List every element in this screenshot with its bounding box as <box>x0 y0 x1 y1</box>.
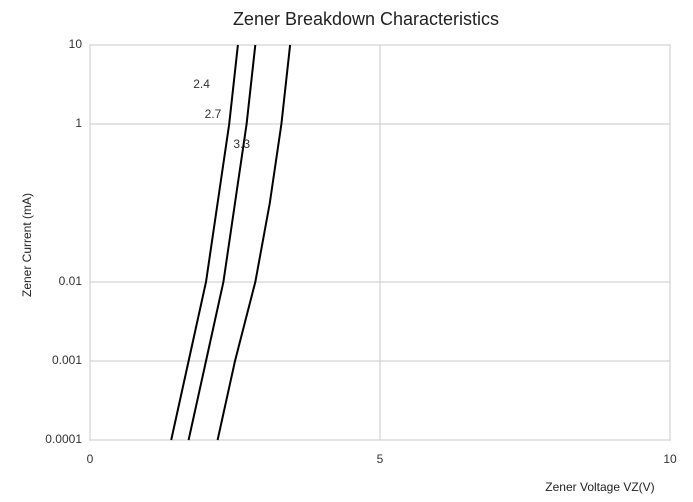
x-axis-label: Zener Voltage VZ(V) <box>545 480 654 494</box>
series-line <box>187 44 257 441</box>
y-tick-label: 1 <box>75 116 82 130</box>
series-line <box>216 44 292 441</box>
y-axis-label: Zener Current (mA) <box>20 193 34 297</box>
series-label: 2.4 <box>193 77 210 91</box>
chart-title: Zener Breakdown Characteristics <box>233 9 499 29</box>
y-tick-label: 0.001 <box>52 353 82 367</box>
y-tick-label: 0.01 <box>59 274 83 288</box>
x-tick-label: 0 <box>87 452 94 466</box>
series-label: 3.3 <box>233 137 250 151</box>
series-label: 2.7 <box>205 107 222 121</box>
x-tick-label: 5 <box>377 452 384 466</box>
x-tick-label: 10 <box>663 452 677 466</box>
series-line <box>170 44 239 441</box>
y-tick-label: 0.0001 <box>45 432 82 446</box>
y-tick-label: 10 <box>69 37 83 51</box>
